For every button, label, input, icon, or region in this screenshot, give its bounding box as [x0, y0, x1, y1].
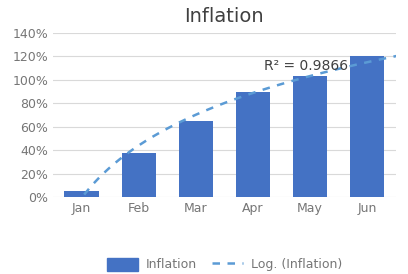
Text: R² = 0.9866: R² = 0.9866: [264, 59, 348, 73]
Bar: [179, 121, 213, 197]
Bar: [350, 56, 384, 197]
Bar: [64, 192, 99, 197]
Title: Inflation: Inflation: [184, 7, 264, 26]
Legend: Inflation, Log. (Inflation): Inflation, Log. (Inflation): [102, 253, 347, 274]
Bar: [293, 76, 327, 197]
Bar: [236, 92, 270, 197]
Bar: [122, 153, 156, 197]
